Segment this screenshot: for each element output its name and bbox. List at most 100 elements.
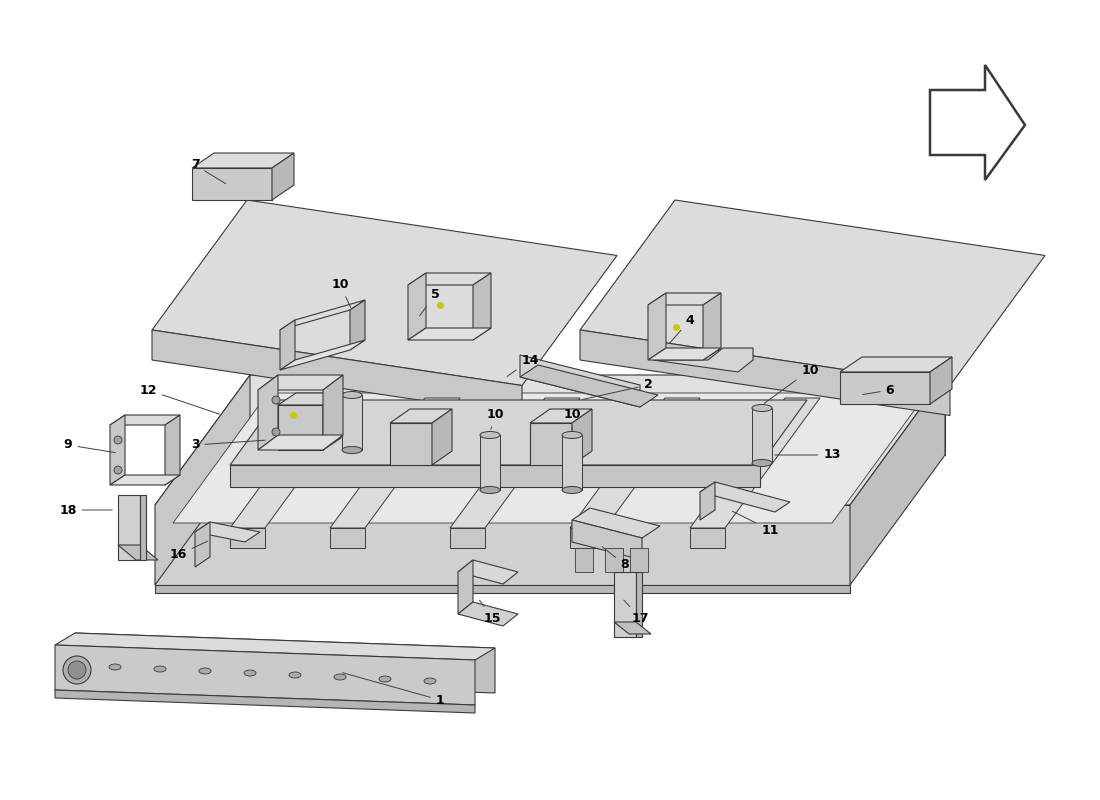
Polygon shape: [155, 505, 850, 585]
Ellipse shape: [244, 670, 256, 676]
Ellipse shape: [114, 436, 122, 444]
Ellipse shape: [342, 391, 362, 398]
Polygon shape: [575, 548, 593, 572]
Polygon shape: [408, 328, 491, 340]
Text: 8: 8: [602, 546, 629, 571]
Ellipse shape: [63, 656, 91, 684]
Polygon shape: [580, 200, 1045, 386]
Polygon shape: [520, 365, 658, 407]
Polygon shape: [75, 633, 495, 693]
Polygon shape: [272, 153, 294, 200]
Polygon shape: [195, 522, 260, 542]
Text: 13: 13: [774, 449, 840, 462]
Text: 2: 2: [583, 378, 652, 399]
Ellipse shape: [379, 676, 390, 682]
Polygon shape: [230, 398, 360, 528]
Ellipse shape: [480, 486, 501, 494]
Polygon shape: [390, 423, 432, 465]
Polygon shape: [752, 408, 772, 463]
Polygon shape: [648, 348, 720, 360]
Ellipse shape: [752, 405, 772, 411]
Ellipse shape: [272, 428, 280, 436]
Polygon shape: [458, 560, 518, 584]
Polygon shape: [458, 560, 473, 614]
Polygon shape: [250, 375, 945, 455]
Text: 7: 7: [190, 158, 226, 183]
Text: 3: 3: [190, 438, 265, 451]
Ellipse shape: [272, 396, 280, 404]
Polygon shape: [432, 409, 452, 465]
Text: 6: 6: [862, 383, 894, 397]
Polygon shape: [192, 168, 272, 200]
Ellipse shape: [68, 661, 86, 679]
Polygon shape: [840, 357, 952, 372]
Polygon shape: [330, 528, 365, 548]
Polygon shape: [530, 409, 592, 423]
Text: 10: 10: [764, 363, 818, 403]
Polygon shape: [230, 400, 807, 465]
Polygon shape: [230, 465, 760, 487]
Ellipse shape: [114, 466, 122, 474]
Polygon shape: [192, 153, 294, 168]
Polygon shape: [614, 572, 636, 637]
Polygon shape: [700, 482, 790, 512]
Polygon shape: [152, 200, 617, 386]
Polygon shape: [118, 495, 140, 560]
Polygon shape: [572, 520, 642, 560]
Polygon shape: [520, 355, 640, 407]
Polygon shape: [330, 398, 460, 528]
Polygon shape: [930, 357, 952, 404]
Ellipse shape: [109, 664, 121, 670]
Text: 10: 10: [486, 409, 504, 430]
Polygon shape: [700, 482, 715, 520]
Polygon shape: [450, 398, 580, 528]
Ellipse shape: [562, 486, 582, 494]
Polygon shape: [458, 602, 518, 626]
Polygon shape: [530, 423, 572, 465]
Polygon shape: [572, 409, 592, 465]
Polygon shape: [930, 65, 1025, 180]
Text: 18: 18: [59, 503, 112, 517]
Polygon shape: [140, 495, 146, 560]
Text: 14: 14: [507, 354, 539, 376]
Polygon shape: [562, 435, 582, 490]
Polygon shape: [636, 572, 642, 637]
Polygon shape: [55, 633, 495, 660]
Polygon shape: [570, 398, 700, 528]
Text: 10: 10: [563, 409, 581, 430]
Polygon shape: [280, 300, 365, 330]
Polygon shape: [570, 528, 605, 548]
Text: 12: 12: [140, 383, 219, 414]
Polygon shape: [630, 548, 648, 572]
Text: 4: 4: [670, 314, 694, 343]
Ellipse shape: [752, 459, 772, 466]
Polygon shape: [323, 393, 341, 450]
Polygon shape: [473, 273, 491, 340]
Polygon shape: [155, 585, 850, 593]
Polygon shape: [850, 375, 945, 585]
Polygon shape: [648, 293, 666, 360]
Polygon shape: [258, 435, 343, 450]
Polygon shape: [230, 528, 265, 548]
Polygon shape: [110, 475, 180, 485]
Polygon shape: [278, 405, 323, 450]
Polygon shape: [165, 415, 180, 485]
Polygon shape: [408, 273, 426, 340]
Text: 10: 10: [331, 278, 351, 307]
Text: 9: 9: [64, 438, 116, 453]
Polygon shape: [350, 300, 365, 350]
Polygon shape: [118, 545, 158, 560]
Text: 17: 17: [624, 600, 649, 625]
Polygon shape: [342, 395, 362, 450]
Polygon shape: [280, 320, 295, 370]
Polygon shape: [173, 393, 927, 523]
Polygon shape: [690, 398, 820, 528]
Polygon shape: [278, 393, 341, 405]
Text: 15: 15: [480, 600, 501, 625]
Polygon shape: [55, 645, 475, 705]
Text: 1: 1: [343, 673, 444, 706]
Polygon shape: [155, 375, 945, 505]
Polygon shape: [648, 293, 720, 305]
Polygon shape: [258, 375, 278, 450]
Ellipse shape: [562, 431, 582, 438]
